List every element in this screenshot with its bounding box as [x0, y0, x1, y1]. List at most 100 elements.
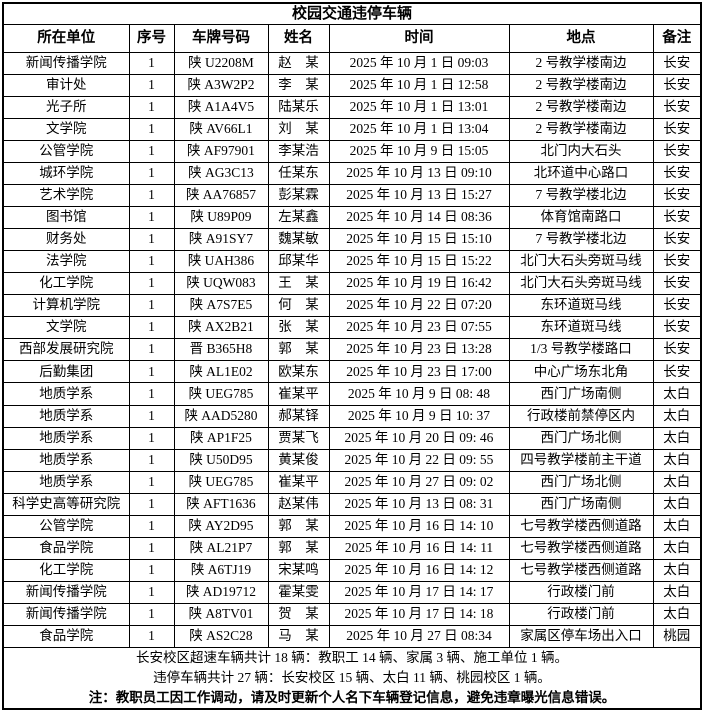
cell-index: 1	[128, 470, 175, 494]
cell-index: 1	[128, 250, 175, 274]
table-row: 新闻传播学院 1 陕 AD19712 霍某雯 2025 年 10 月 17 日 …	[2, 580, 702, 604]
cell-name: 贺 某	[267, 602, 330, 626]
cell-location: 七号教学楼西侧道路	[508, 558, 654, 582]
cell-plate: 陕 U50D95	[173, 448, 269, 472]
table-row: 化工学院 1 陕 A6TJ19 宋某鸣 2025 年 10 月 16 日 14:…	[2, 558, 702, 582]
cell-unit: 计算机学院	[2, 294, 130, 318]
cell-unit: 新闻传播学院	[2, 580, 130, 604]
cell-unit: 化工学院	[2, 272, 130, 296]
cell-campus: 长安	[652, 316, 702, 340]
cell-plate: 陕 AV66L1	[173, 118, 269, 142]
table-row: 食品学院 1 陕 AS2C28 马 某 2025 年 10 月 27 日 08:…	[2, 624, 702, 649]
cell-location: 北门大石头旁斑马线	[508, 250, 654, 274]
summary-speeding-line: 长安校区超速车辆共计 18 辆：教职工 14 辆、家属 3 辆、施工单位 1 辆…	[136, 650, 569, 665]
cell-unit: 光子所	[2, 96, 130, 120]
cell-name: 陆某乐	[267, 96, 330, 120]
cell-time: 2025 年 10 月 23 日 07:55	[328, 316, 510, 340]
cell-campus: 太白	[652, 426, 702, 450]
page-title: 校园交通违停车辆	[2, 2, 702, 25]
cell-name: 郭 某	[267, 536, 330, 560]
cell-name: 李 某	[267, 74, 330, 98]
table-row: 计算机学院 1 陕 A7S7E5 何 某 2025 年 10 月 22 日 07…	[2, 294, 702, 318]
cell-plate: 陕 AY2D95	[173, 514, 269, 538]
cell-index: 1	[128, 514, 175, 538]
cell-name: 赵某伟	[267, 492, 330, 516]
cell-plate: 陕 A3W2P2	[173, 74, 269, 98]
cell-name: 郝某铎	[267, 404, 330, 428]
table-row: 食品学院 1 陕 AL21P7 郭 某 2025 年 10 月 16 日 14:…	[2, 536, 702, 560]
cell-location: 七号教学楼西侧道路	[508, 536, 654, 560]
col-header-location: 地点	[508, 24, 654, 53]
footer-row: 长安校区超速车辆共计 18 辆：教职工 14 辆、家属 3 辆、施工单位 1 辆…	[2, 647, 702, 710]
cell-name: 黄某俊	[267, 448, 330, 472]
cell-plate: 陕 A91SY7	[173, 228, 269, 252]
table-row: 城环学院 1 陕 AG3C13 任某东 2025 年 10 月 13 日 09:…	[2, 162, 702, 186]
cell-time: 2025 年 10 月 16 日 14: 10	[328, 514, 510, 538]
cell-unit: 城环学院	[2, 162, 130, 186]
cell-campus: 长安	[652, 360, 702, 384]
cell-location: 西门广场北侧	[508, 470, 654, 494]
cell-campus: 长安	[652, 294, 702, 318]
cell-location: 西门广场南侧	[508, 492, 654, 516]
cell-name: 何 某	[267, 294, 330, 318]
cell-unit: 艺术学院	[2, 184, 130, 208]
cell-name: 刘 某	[267, 118, 330, 142]
table-row: 图书馆 1 陕 U89P09 左某鑫 2025 年 10 月 14 日 08:3…	[2, 206, 702, 230]
cell-time: 2025 年 10 月 22 日 09: 55	[328, 448, 510, 472]
cell-index: 1	[128, 426, 175, 450]
cell-time: 2025 年 10 月 23 日 17:00	[328, 360, 510, 384]
cell-location: 2 号教学楼南边	[508, 118, 654, 142]
cell-time: 2025 年 10 月 15 日 15:10	[328, 228, 510, 252]
cell-unit: 新闻传播学院	[2, 51, 130, 76]
cell-campus: 太白	[652, 492, 702, 516]
cell-location: 行政楼前禁停区内	[508, 404, 654, 428]
cell-name: 贾某飞	[267, 426, 330, 450]
cell-campus: 长安	[652, 162, 702, 186]
cell-plate: 陕 AP1F25	[173, 426, 269, 450]
cell-time: 2025 年 10 月 16 日 14: 12	[328, 558, 510, 582]
cell-time: 2025 年 10 月 27 日 08:34	[328, 624, 510, 649]
cell-unit: 地质学系	[2, 448, 130, 472]
cell-name: 魏某敏	[267, 228, 330, 252]
cell-plate: 陕 UEG785	[173, 382, 269, 406]
cell-campus: 长安	[652, 272, 702, 296]
cell-campus: 太白	[652, 448, 702, 472]
cell-location: 1/3 号教学楼路口	[508, 338, 654, 362]
cell-unit: 地质学系	[2, 426, 130, 450]
cell-location: 2 号教学楼南边	[508, 74, 654, 98]
table-row: 法学院 1 陕 UAH386 邱某华 2025 年 10 月 15 日 15:2…	[2, 250, 702, 274]
cell-plate: 陕 AL1E02	[173, 360, 269, 384]
cell-unit: 科学史高等研究院	[2, 492, 130, 516]
cell-plate: 晋 B365H8	[173, 338, 269, 362]
cell-campus: 长安	[652, 206, 702, 230]
col-header-index: 序号	[128, 24, 175, 53]
cell-name: 郭 某	[267, 338, 330, 362]
table-row: 光子所 1 陕 A1A4V5 陆某乐 2025 年 10 月 1 日 13:01…	[2, 96, 702, 120]
cell-campus: 长安	[652, 74, 702, 98]
note-line: 注：教职员工因工作调动，请及时更新个人名下车辆登记信息，避免违章曝光信息错误。	[88, 690, 616, 705]
cell-campus: 长安	[652, 118, 702, 142]
cell-unit: 审计处	[2, 74, 130, 98]
cell-unit: 新闻传播学院	[2, 602, 130, 626]
cell-time: 2025 年 10 月 20 日 09: 46	[328, 426, 510, 450]
cell-location: 2 号教学楼南边	[508, 96, 654, 120]
cell-campus: 太白	[652, 470, 702, 494]
table-row: 科学史高等研究院 1 陕 AFT1636 赵某伟 2025 年 10 月 13 …	[2, 492, 702, 516]
cell-time: 2025 年 10 月 17 日 14: 17	[328, 580, 510, 604]
table-row: 后勤集团 1 陕 AL1E02 欧某东 2025 年 10 月 23 日 17:…	[2, 360, 702, 384]
cell-plate: 陕 AX2B21	[173, 316, 269, 340]
cell-location: 西门广场南侧	[508, 382, 654, 406]
cell-index: 1	[128, 206, 175, 230]
cell-index: 1	[128, 492, 175, 516]
cell-campus: 长安	[652, 184, 702, 208]
cell-index: 1	[128, 118, 175, 142]
cell-plate: 陕 UEG785	[173, 470, 269, 494]
cell-unit: 文学院	[2, 118, 130, 142]
cell-name: 赵 某	[267, 51, 330, 76]
table-row: 新闻传播学院 1 陕 U2208M 赵 某 2025 年 10 月 1 日 09…	[2, 51, 702, 76]
table-row: 艺术学院 1 陕 AA76857 彭某霖 2025 年 10 月 13 日 15…	[2, 184, 702, 208]
cell-unit: 文学院	[2, 316, 130, 340]
cell-time: 2025 年 10 月 9 日 08: 48	[328, 382, 510, 406]
cell-index: 1	[128, 228, 175, 252]
summary-violation-line: 违停车辆共计 27 辆：长安校区 15 辆、太白 11 辆、桃园校区 1 辆。	[153, 670, 551, 685]
